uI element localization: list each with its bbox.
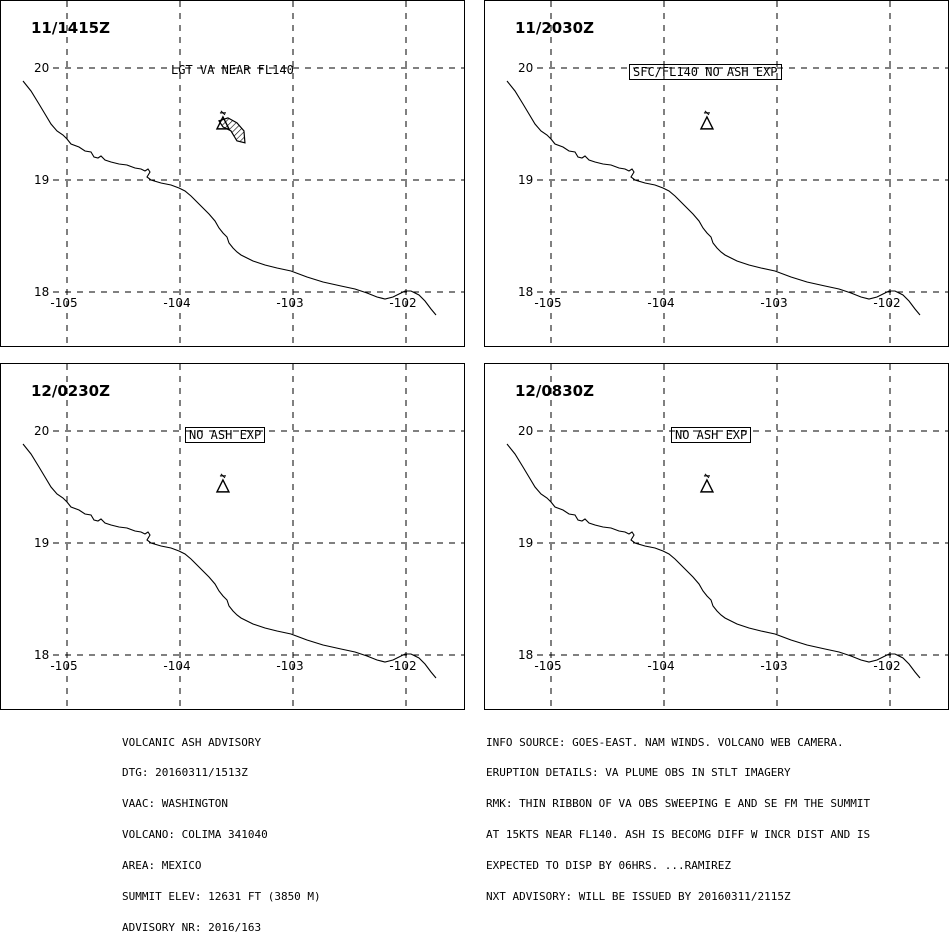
map-canvas (506, 364, 948, 709)
advisory-line: AT 15KTS NEAR FL140. ASH IS BECOMG DIFF … (486, 828, 871, 842)
advisory-line: INFO SOURCE: GOES-EAST. NAM WINDS. VOLCA… (486, 735, 844, 749)
advisory-line: RMK: THIN RIBBON OF VA OBS SWEEPING E AN… (486, 797, 871, 811)
advisory-line: ERUPTION DETAILS: VA PLUME OBS IN STLT I… (486, 766, 791, 780)
advisory-right-block: INFO SOURCE: GOES-EAST. NAM WINDS. VOLCA… (486, 717, 870, 913)
lon-label-103: -103 (760, 296, 788, 310)
lon-label-102: -102 (389, 296, 417, 310)
lat-label-18: 18 (518, 648, 534, 662)
map-panel-2: 11/2030Z 20 19 18 -105 -104 -103 -102 SF… (484, 0, 949, 347)
map-canvas (22, 1, 464, 346)
lon-label-105: -105 (534, 659, 562, 673)
ash-note: LGT VA NEAR FL140 (171, 63, 294, 77)
volcano-triangle-icon (215, 473, 231, 493)
lon-label-103: -103 (760, 659, 788, 673)
lat-label-18: 18 (518, 285, 534, 299)
advisory-line: DTG: 20160311/1513Z (122, 766, 248, 780)
advisory-line: ADVISORY NR: 2016/163 (122, 920, 262, 934)
lat-label-18: 18 (34, 285, 50, 299)
lon-label-103: -103 (276, 659, 304, 673)
advisory-line: SUMMIT ELEV: 12631 FT (3850 M) (122, 890, 321, 904)
coastline (22, 443, 437, 679)
lon-label-104: -104 (647, 296, 675, 310)
lon-label-102: -102 (873, 296, 901, 310)
advisory-left-block: VOLCANIC ASH ADVISORY DTG: 20160311/1513… (122, 717, 321, 944)
advisory-line: EXPECTED TO DISP BY 06HRS. ...RAMIREZ (486, 859, 732, 873)
coastline (22, 80, 437, 316)
advisory-line: AREA: MEXICO (122, 859, 202, 873)
map-panel-4: 12/0830Z 20 19 18 -105 -104 -103 -102 NO… (484, 363, 949, 710)
panel-time-label: 11/2030Z (515, 19, 594, 37)
lat-label-20: 20 (518, 424, 534, 438)
advisory-line: VOLCANO: COLIMA 341040 (122, 828, 268, 842)
panel-time-label: 12/0230Z (31, 382, 110, 400)
volcano-triangle-icon (699, 473, 715, 493)
map-canvas (22, 364, 464, 709)
lat-label-19: 19 (34, 173, 50, 187)
map-panel-3: 12/0230Z 20 19 18 -105 -104 -103 -102 NO… (0, 363, 465, 710)
lat-label-19: 19 (518, 173, 534, 187)
ash-cloud-polygon (218, 117, 246, 144)
lon-label-104: -104 (163, 659, 191, 673)
ash-note: SFC/FL140 NO ASH EXP (629, 64, 782, 80)
advisory-line: VAAC: WASHINGTON (122, 797, 228, 811)
lon-label-105: -105 (50, 296, 78, 310)
lat-label-19: 19 (34, 536, 50, 550)
lon-label-104: -104 (163, 296, 191, 310)
lat-label-18: 18 (34, 648, 50, 662)
map-panel-1: 11/1415Z 20 19 18 -105 -104 -103 -102 LG… (0, 0, 465, 347)
lon-label-104: -104 (647, 659, 675, 673)
panel-time-label: 12/0830Z (515, 382, 594, 400)
lat-label-20: 20 (34, 61, 50, 75)
lon-label-105: -105 (534, 296, 562, 310)
map-canvas (506, 1, 948, 346)
ash-note: NO ASH EXP (185, 427, 266, 443)
lat-label-20: 20 (518, 61, 534, 75)
lat-label-20: 20 (34, 424, 50, 438)
lon-label-105: -105 (50, 659, 78, 673)
lon-label-102: -102 (389, 659, 417, 673)
volcano-triangle-icon (699, 110, 715, 130)
coastline (506, 80, 921, 316)
lat-label-19: 19 (518, 536, 534, 550)
lon-label-103: -103 (276, 296, 304, 310)
lon-label-102: -102 (873, 659, 901, 673)
coastline (506, 443, 921, 679)
advisory-line: NXT ADVISORY: WILL BE ISSUED BY 20160311… (486, 890, 791, 904)
advisory-line: VOLCANIC ASH ADVISORY (122, 735, 262, 749)
panel-time-label: 11/1415Z (31, 19, 110, 37)
ash-note: NO ASH EXP (671, 427, 752, 443)
